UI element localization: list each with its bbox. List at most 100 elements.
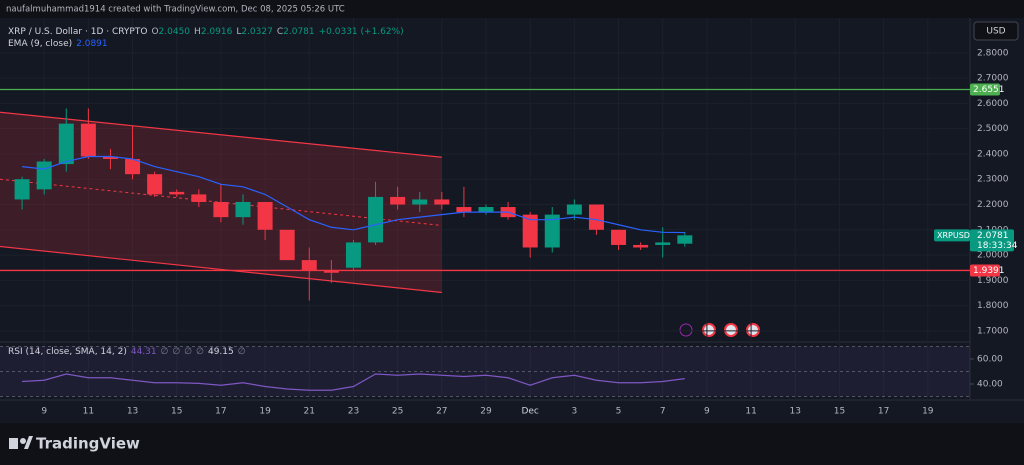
last-price-tag [970,229,1014,252]
x-tick-label: 7 [660,407,666,417]
candle-body [14,179,30,200]
x-tick-label: 9 [41,407,47,417]
candle-body [191,194,207,202]
x-tick-label: 27 [436,407,447,417]
x-tick-label: 13 [127,407,138,417]
legend-title: XRP / U.S. Dollar · 1D · CRYPTO [8,27,147,37]
candle-body [279,229,295,261]
price-tag [970,83,1000,96]
chart-pane [0,18,1024,423]
ohlc-value: 2.0916 [201,27,233,37]
channel-lower [0,245,442,294]
y-tick-label: 2.8000 [977,48,1009,58]
y-tick-label: 2.6000 [977,99,1009,109]
candle-body [434,199,450,205]
candle-body [345,242,361,268]
y-tick-label: 1.7000 [977,326,1009,336]
rsi-legend: RSI (14, close, SMA, 14, 2) 44.31 ∅ ∅ ∅ ∅ 49.1… [8,347,246,357]
ohlc-value: 2.0781 [283,27,315,37]
ema-legend: EMA (9, close) 2.0891 [8,39,108,49]
x-tick-label: 23 [348,407,359,417]
currency: USD [986,27,1005,37]
ohlc-key: C [277,27,283,37]
candle-body [478,207,494,213]
candle-body [323,270,339,273]
brand-logo [9,436,33,449]
x-tick-label: 3 [571,407,577,417]
candle-body [456,207,472,213]
candle-body [102,156,118,160]
x-tick-label: 19 [922,407,934,417]
y-tick-label: 2.0000 [977,251,1009,261]
y-tick-label: 2.5000 [977,124,1009,134]
candle-body [147,174,163,195]
x-tick-label: 15 [834,407,845,417]
ema-name: EMA (9, close) [8,39,72,49]
y-tick-label: 2.7000 [977,74,1009,84]
price-tag-label: 1.9391 [973,266,1005,276]
y-tick-label: 1.9000 [977,276,1009,286]
x-tick-label: 11 [83,407,94,417]
countdown: 18:33:34 [977,241,1018,251]
candle-body [368,196,384,243]
legend: XRP / U.S. Dollar · 1D · CRYPTO O2.0450 H2… [8,27,404,37]
x-tick-label: 21 [304,407,315,417]
x-tick-label: 15 [171,407,182,417]
candle-body [544,214,560,248]
x-tick-label: Dec [521,407,538,417]
y-tick-label: 2.4000 [977,149,1009,159]
symbol-tag [934,229,970,242]
ohlc-value: 2.0327 [241,27,273,37]
price-tag [970,264,1000,277]
ohlc-key: H [194,27,201,37]
ohlc-key: O [151,27,158,37]
rsi-title: RSI (14, close, SMA, 14, 2) [8,347,127,357]
candle-body [588,204,604,230]
symbol-tag-label: XRPUSD [937,231,970,240]
x-tick-label: 17 [215,407,226,417]
candle-body [390,196,406,205]
rsi-legend-value: ∅ [172,347,180,357]
ema-line [22,155,685,234]
rsi-line [22,373,685,391]
icon [746,323,760,337]
rsi-legend-value: ∅ [161,347,169,357]
y-tick-label: 1.8000 [977,301,1009,311]
price-tag-label: 2.6551 [973,85,1005,95]
y-tick-label: 2.3000 [977,175,1009,185]
x-tick-label: 17 [878,407,889,417]
x-tick-label: 19 [259,407,271,417]
y-tick-label: 60.00 [977,355,1003,365]
candle-body [412,199,428,205]
x-tick-label: 25 [392,407,403,417]
candle-body [80,123,96,157]
rsi-legend-value: 44.31 [131,347,157,357]
candle-body [301,260,317,271]
candle-body [58,123,74,165]
icon [679,323,693,337]
change: +0.0331 (+1.62%) [319,27,404,37]
channel-upper [0,111,442,158]
logo-shape [9,438,18,449]
icon [702,323,716,337]
rsi-band [0,346,970,397]
candle-body [522,214,538,248]
rsi-legend-value: ∅ [184,347,192,357]
rsi-legend-value: ∅ [238,347,246,357]
x-tick-label: 29 [480,407,492,417]
header-text: naufalmuhammad1914 created with TradingV… [6,5,345,15]
ohlc-key: L [236,27,241,37]
y-tick-label: 2.2000 [977,200,1009,210]
last-price-label: 2.0781 [977,231,1009,241]
logo-shape [20,438,26,444]
x-tick-label: 11 [745,407,756,417]
candle-body [235,201,251,218]
candle-body [36,161,52,190]
candle-body [611,229,627,245]
currency-box[interactable] [973,21,1019,41]
candle-body [677,235,693,244]
candle-body [125,159,141,175]
x-tick-label: 13 [790,407,801,417]
